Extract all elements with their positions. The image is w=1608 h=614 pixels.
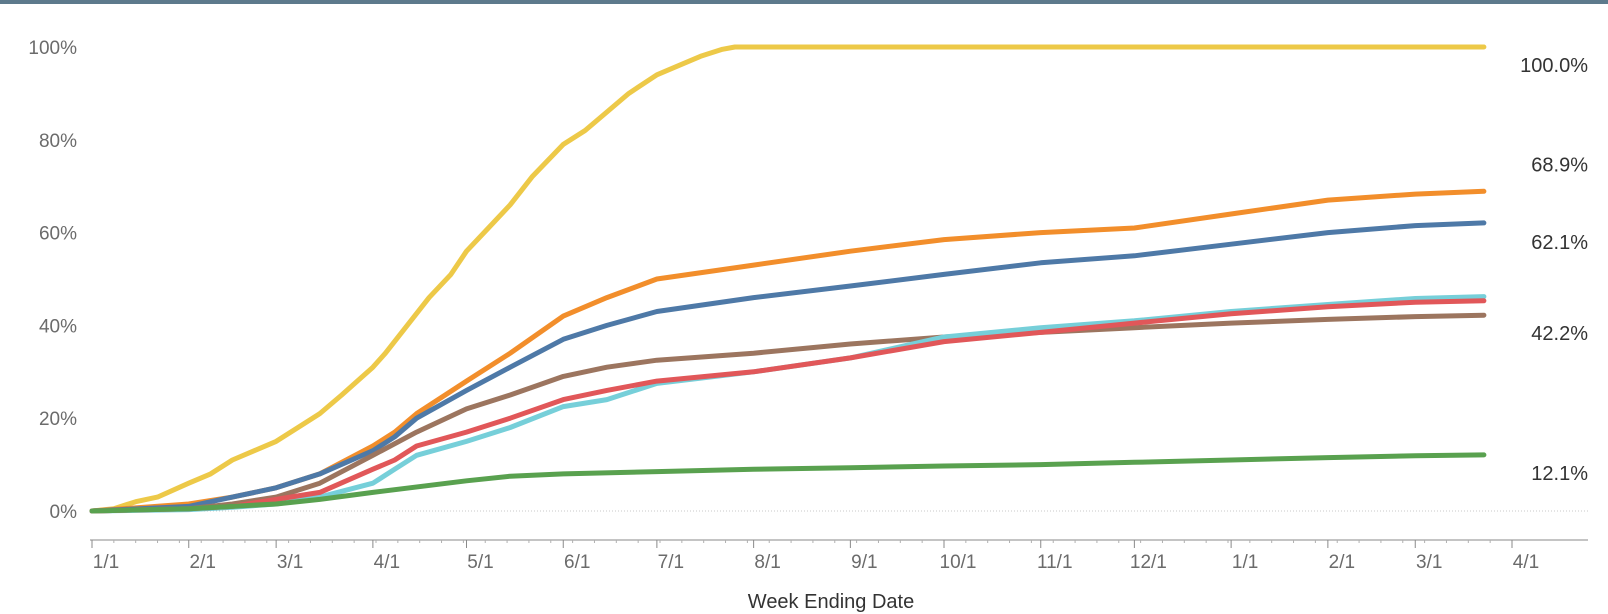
- series-end-label: 12.1%: [1531, 463, 1588, 485]
- x-axis: 1/1 2/1 3/1 4/1 5/1 6/1 7/1 8/1 9/1 10/1 11/1 12/1 1…: [90, 539, 1588, 573]
- x-tick-label: 7/1: [658, 552, 684, 573]
- x-tick-label: 11/1: [1037, 552, 1073, 573]
- x-tick-label: 5/1: [467, 552, 493, 573]
- x-tick-label: 1/1: [1232, 552, 1258, 573]
- series-line-3: [89, 220, 1487, 514]
- series-line-6: [89, 298, 1487, 514]
- window-top-bar: [0, 0, 1608, 4]
- series-end-label: 68.9%: [1531, 154, 1588, 176]
- y-tick-label: 100%: [28, 38, 77, 59]
- x-tick-label: 10/1: [940, 552, 977, 573]
- series-line-4: [89, 312, 1487, 514]
- x-tick-label: 9/1: [851, 552, 877, 573]
- y-tick-label: 80%: [39, 131, 77, 152]
- x-tick-label: 4/1: [374, 552, 400, 573]
- series-line-7: [89, 452, 1487, 514]
- x-tick-label: 6/1: [564, 552, 590, 573]
- x-tick-label: 12/1: [1130, 552, 1167, 573]
- x-tick-label: 8/1: [754, 552, 780, 573]
- x-tick-label: 4/1: [1513, 552, 1539, 573]
- x-tick-label: 3/1: [277, 552, 303, 573]
- y-tick-label: 40%: [39, 316, 77, 337]
- y-tick-label: 20%: [39, 409, 77, 430]
- series-line-1: [89, 44, 1487, 514]
- series-end-label: 42.2%: [1531, 323, 1588, 345]
- end-label-layer: 100.0% 68.9% 62.1% 42.2% 12.1%: [1520, 55, 1588, 485]
- series-end-label: 62.1%: [1531, 232, 1588, 254]
- x-tick-label: 3/1: [1416, 552, 1442, 573]
- x-tick-label: 2/1: [190, 552, 216, 573]
- x-axis-title: Week Ending Date: [748, 591, 914, 613]
- y-tick-label: 60%: [39, 224, 77, 245]
- y-tick-label: 0%: [50, 502, 78, 523]
- y-axis: 0% 20% 40% 60% 80% 100%: [28, 38, 1588, 523]
- x-tick-label: 1/1: [93, 552, 119, 573]
- series-layer: [89, 44, 1487, 514]
- series-end-label: 100.0%: [1520, 55, 1588, 77]
- x-tick-label: 2/1: [1329, 552, 1355, 573]
